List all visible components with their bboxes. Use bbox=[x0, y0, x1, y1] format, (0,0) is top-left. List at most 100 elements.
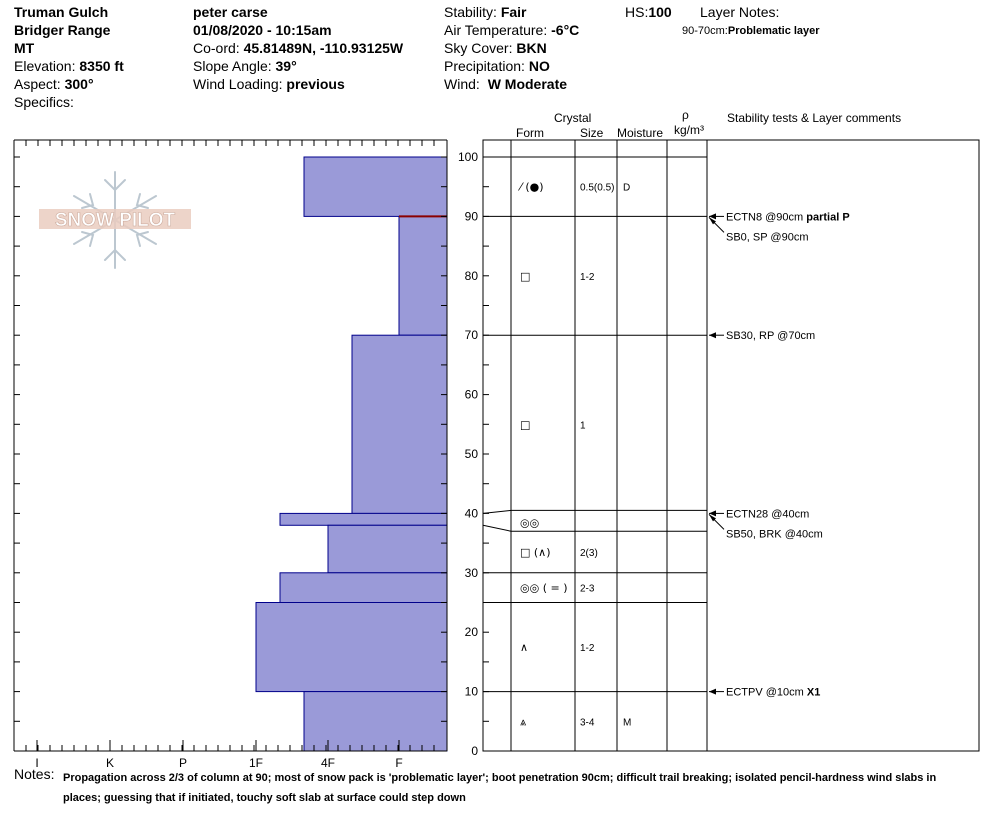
stability-test-label: ECTN8 @90cm partial P bbox=[726, 211, 850, 223]
observer-name: peter carse bbox=[193, 4, 268, 20]
height-tick-label: 40 bbox=[465, 506, 479, 520]
grain-form: ∧ bbox=[520, 641, 528, 654]
size-header: Size bbox=[580, 126, 604, 140]
logo-text: SNOW PILOT bbox=[55, 210, 176, 231]
height-tick-label: 70 bbox=[465, 328, 479, 342]
form-header: Form bbox=[516, 126, 544, 140]
density-unit-header: kg/m³ bbox=[674, 123, 704, 137]
height-tick-label: 100 bbox=[458, 150, 478, 164]
grain-size: 1-2 bbox=[580, 643, 595, 654]
stability-test-label: SB0, SP @90cm bbox=[726, 231, 809, 243]
sky-label: Sky Cover: bbox=[444, 40, 513, 56]
grain-size: 1 bbox=[580, 420, 586, 431]
hardness-bar bbox=[279, 572, 448, 603]
elevation-value: 8350 ft bbox=[79, 58, 124, 74]
hardness-tick-label: 1F bbox=[249, 756, 263, 770]
notes-label: Notes: bbox=[14, 766, 55, 782]
elevation: Elevation: 8350 ft bbox=[14, 57, 124, 75]
range-name: Bridger Range bbox=[14, 22, 111, 38]
height-tick-label: 60 bbox=[465, 388, 479, 402]
stability-test-label: SB50, BRK @40cm bbox=[726, 528, 823, 540]
test-arrow bbox=[709, 332, 716, 339]
layer-note-range: 90-70cm: bbox=[682, 25, 728, 37]
grain-form: ⩓ bbox=[520, 715, 527, 728]
hardness-tick-label: K bbox=[106, 756, 114, 770]
sky-cover: Sky Cover: BKN bbox=[444, 39, 547, 57]
moisture-value: M bbox=[623, 717, 631, 728]
hardness-bar bbox=[327, 524, 448, 574]
coordinates: Co-ord: 45.81489N, -110.93125W bbox=[193, 39, 403, 57]
hardness-profile bbox=[255, 156, 448, 752]
stability-value: Fair bbox=[500, 4, 527, 20]
test-arrow bbox=[709, 510, 716, 517]
hardness-bar bbox=[279, 512, 448, 526]
layer-connector bbox=[482, 509, 512, 514]
test-arrow bbox=[709, 688, 716, 695]
grain-form: □ (∧) bbox=[520, 546, 551, 559]
stability-test-label: ECTPV @10cm X1 bbox=[726, 687, 820, 699]
height-tick-label: 50 bbox=[465, 447, 479, 461]
slope-value: 39° bbox=[275, 58, 297, 74]
grain-form: □ bbox=[520, 270, 530, 283]
hardness-tick-label: I bbox=[35, 756, 38, 770]
height-tick-label: 10 bbox=[465, 685, 479, 699]
specifics-label: Specifics: bbox=[14, 94, 74, 110]
grid-frame bbox=[482, 139, 980, 752]
stability-test-result: partial P bbox=[806, 211, 849, 223]
windload-label: Wind Loading: bbox=[193, 76, 283, 92]
moisture-header: Moisture bbox=[617, 126, 664, 140]
notes-text: Propagation across 2/3 of column at 90; … bbox=[63, 772, 937, 804]
stability-comments-header: Stability tests & Layer comments bbox=[727, 111, 902, 125]
hs: HS:100 bbox=[625, 3, 672, 21]
stability-label: Stability: bbox=[444, 4, 497, 20]
hardness-bar bbox=[398, 215, 448, 336]
state-name: MT bbox=[14, 40, 35, 56]
height-tick-label: 90 bbox=[465, 209, 479, 223]
test-arrow bbox=[709, 213, 716, 220]
aspect: Aspect: 300° bbox=[14, 75, 94, 93]
hardness-tick-label: P bbox=[179, 756, 187, 770]
height-tick-label: 20 bbox=[465, 625, 479, 639]
crystal-header: Crystal bbox=[554, 111, 592, 125]
stability: Stability: Fair bbox=[444, 3, 527, 21]
observation-datetime: 01/08/2020 - 10:15am bbox=[193, 22, 332, 38]
grain-size: 2-3 bbox=[580, 584, 595, 595]
layer-note-text: Problematic layer bbox=[727, 25, 820, 37]
stability-tests: ECTN8 @90cm partial P SB0, SP @90cm SB30, … bbox=[708, 211, 850, 699]
snowpilot-logo: SNOW PILOT bbox=[39, 171, 191, 269]
coord-label: Co-ord: bbox=[193, 40, 240, 56]
height-tick-label: 30 bbox=[465, 566, 479, 580]
grain-size: 3-4 bbox=[580, 717, 595, 728]
stability-test-result: X1 bbox=[807, 687, 820, 699]
hardness-tick-label: F bbox=[395, 756, 402, 770]
precip-value: NO bbox=[528, 58, 550, 74]
precipitation: Precipitation: NO bbox=[444, 57, 550, 75]
grain-size: 0.5(0.5) bbox=[580, 183, 614, 194]
grain-size: 2(3) bbox=[580, 548, 598, 559]
stability-test-label: SB30, RP @70cm bbox=[726, 330, 815, 342]
hardness-bar bbox=[303, 156, 448, 217]
grain-form: □ bbox=[520, 418, 530, 431]
airtemp-label: Air Temperature: bbox=[444, 22, 548, 38]
test-arrow bbox=[709, 514, 716, 522]
layer-note: 90-70cm:Problematic layer bbox=[682, 24, 820, 38]
test-arrow bbox=[709, 217, 716, 225]
wind-value: W Moderate bbox=[487, 76, 568, 92]
stability-test-label: ECTN28 @40cm bbox=[726, 508, 809, 520]
grain-size: 1-2 bbox=[580, 272, 595, 283]
height-tick-label: 80 bbox=[465, 269, 479, 283]
grain-form: ◎◎ bbox=[520, 516, 539, 529]
grain-form: ◎◎ ( = ) bbox=[520, 582, 568, 595]
airtemp-value: -6°C bbox=[551, 22, 580, 38]
grain-form: ⁄ (●) bbox=[517, 181, 544, 194]
hardness-bar bbox=[303, 691, 448, 752]
elevation-label: Elevation: bbox=[14, 58, 76, 74]
wind: Wind: W Moderate bbox=[444, 75, 567, 93]
location-name: Truman Gulch bbox=[14, 4, 109, 20]
notes: Notes: Propagation across 2/3 of column … bbox=[14, 766, 936, 804]
hs-label: HS: bbox=[625, 4, 649, 20]
coord-value: 45.81489N, -110.93125W bbox=[243, 40, 404, 56]
windload-value: previous bbox=[286, 76, 345, 92]
chart-axes: I K P 1F 4F F 0 10 20 30 40 50 60 70 80 90 100 bbox=[13, 139, 479, 770]
